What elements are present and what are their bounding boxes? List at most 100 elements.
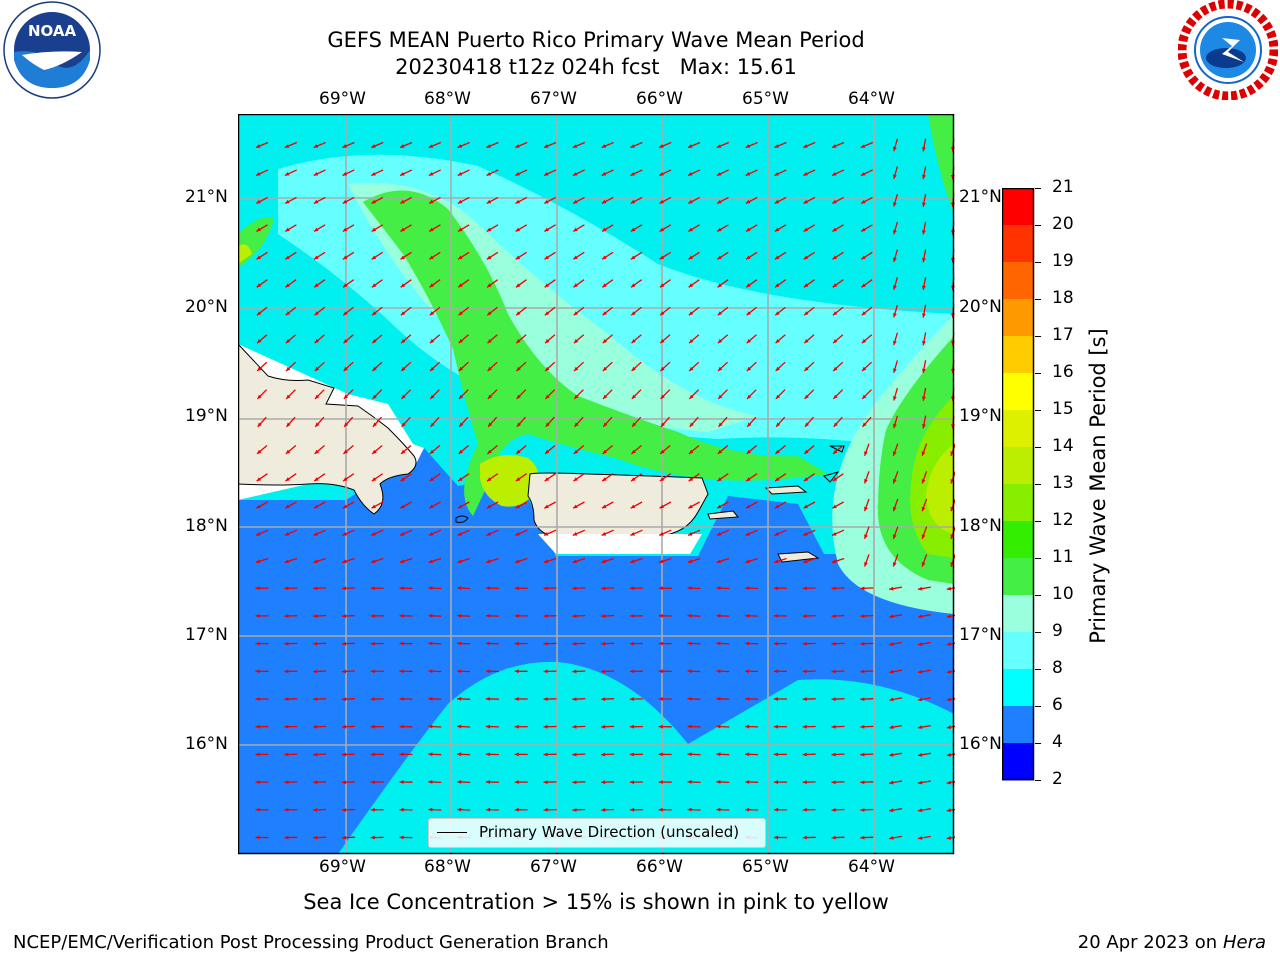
colorbar-tick-label: 13 (1052, 473, 1074, 493)
lon-tick-top: 69°W (319, 89, 366, 109)
lat-tick-right: 19°N (959, 406, 1002, 426)
direction-arrow-head (688, 311, 694, 316)
direction-arrow-head (485, 780, 490, 784)
direction-arrow-head (429, 311, 435, 316)
direction-arrow-head (284, 724, 289, 729)
direction-arrow-head (660, 422, 665, 427)
direction-arrow-head (716, 641, 721, 646)
direction-arrow-head (256, 477, 262, 482)
direction-arrow-head (458, 311, 463, 316)
direction-arrow-head (946, 697, 952, 702)
direction-arrow-head (803, 199, 808, 204)
direction-arrow-head (343, 394, 349, 399)
direction-arrow-head (429, 339, 435, 344)
direction-arrow-head (860, 724, 865, 729)
direction-arrow-head (516, 394, 521, 399)
direction-arrow-head (428, 144, 434, 148)
direction-arrow-head (717, 255, 722, 260)
direction-arrow-head (313, 808, 318, 812)
direction-arrow-head (893, 229, 897, 235)
direction-arrow-head (430, 366, 435, 371)
direction-arrow-head (774, 255, 780, 260)
direction-arrow-head (313, 780, 318, 785)
direction-arrow-head (285, 227, 290, 232)
direction-arrow-head (429, 199, 434, 204)
direction-arrow-head (946, 586, 952, 591)
direction-arrow-head (687, 752, 692, 757)
direction-arrow-head (487, 366, 492, 371)
direction-arrow-head (658, 669, 663, 674)
colorbar-tick (1035, 595, 1041, 596)
direction-arrow-head (831, 586, 836, 591)
colorbar-tick (1035, 706, 1041, 707)
direction-arrow-head (716, 724, 721, 729)
direction-arrow-head (802, 697, 807, 701)
direction-arrow-head (745, 144, 751, 148)
direction-arrow-head (659, 283, 665, 288)
direction-arrow-head (341, 780, 346, 785)
direction-arrow-head (687, 807, 692, 812)
direction-arrow-head (515, 227, 521, 232)
direction-arrow-head (458, 227, 463, 232)
direction-arrow-head (285, 477, 290, 482)
direction-arrow-head (716, 532, 722, 536)
direction-arrow-head (485, 807, 490, 812)
direction-arrow-head (946, 725, 952, 730)
direction-arrow-head (893, 257, 897, 262)
direction-arrow-head (629, 669, 634, 674)
direction-arrow-head (572, 752, 577, 757)
direction-arrow-head (313, 172, 319, 176)
colorbar-tick (1035, 558, 1041, 559)
direction-arrow-head (658, 724, 663, 729)
direction-arrow-head (861, 339, 867, 344)
direction-arrow-head (485, 752, 490, 757)
direction-arrow-head (861, 255, 866, 260)
direction-arrow-head (515, 532, 520, 536)
direction-arrow-head (832, 311, 838, 316)
direction-arrow-head (255, 586, 260, 591)
direction-arrow-head (313, 724, 318, 729)
direction-arrow-head (773, 586, 778, 591)
colorbar-tick-label: 15 (1052, 399, 1074, 419)
direction-arrow-head (860, 586, 865, 591)
lon-tick-top: 66°W (636, 89, 683, 109)
map-subtitle: 20230418 t12z 024h fcst Max: 15.61 (395, 55, 797, 79)
lat-tick-left: 21°N (185, 187, 228, 207)
direction-arrow-head (745, 199, 751, 204)
direction-arrow-head (342, 172, 347, 176)
direction-arrow-head (601, 172, 607, 176)
direction-arrow-head (573, 504, 578, 509)
direction-arrow-head (573, 339, 579, 344)
direction-arrow-head (660, 394, 665, 399)
direction-arrow-head (399, 586, 404, 591)
direction-arrow-head (574, 366, 579, 371)
colorbar-segment (1002, 373, 1034, 411)
colorbar-label: Primary Wave Mean Period [s] (1086, 328, 1110, 644)
direction-arrow-head (922, 424, 926, 429)
direction-arrow-head (573, 449, 579, 454)
direction-arrow-head (746, 311, 751, 316)
direction-arrow-head (284, 697, 289, 701)
direction-arrow-head (545, 339, 550, 344)
direction-arrow-head (802, 807, 807, 812)
colorbar-segment (1002, 558, 1034, 596)
direction-arrow-head (572, 808, 577, 812)
direction-arrow-head (831, 641, 836, 646)
direction-arrow-head (864, 506, 868, 512)
direction-arrow-head (572, 144, 578, 148)
direction-arrow-head (256, 532, 261, 536)
direction-arrow-head (544, 477, 550, 482)
direction-arrow-head (804, 449, 809, 454)
direction-arrow-head (428, 641, 433, 646)
direction-arrow-head (514, 613, 519, 618)
direction-arrow-head (893, 340, 897, 346)
direction-arrow-head (629, 780, 634, 785)
direction-arrow-head (284, 172, 290, 176)
direction-arrow-head (370, 780, 375, 785)
direction-arrow-head (459, 394, 464, 399)
direction-arrow-head (717, 477, 722, 482)
direction-arrow-head (746, 449, 751, 454)
direction-arrow-head (602, 311, 607, 316)
direction-arrow-head (457, 504, 463, 509)
colorbar-tick-label: 2 (1052, 769, 1063, 789)
